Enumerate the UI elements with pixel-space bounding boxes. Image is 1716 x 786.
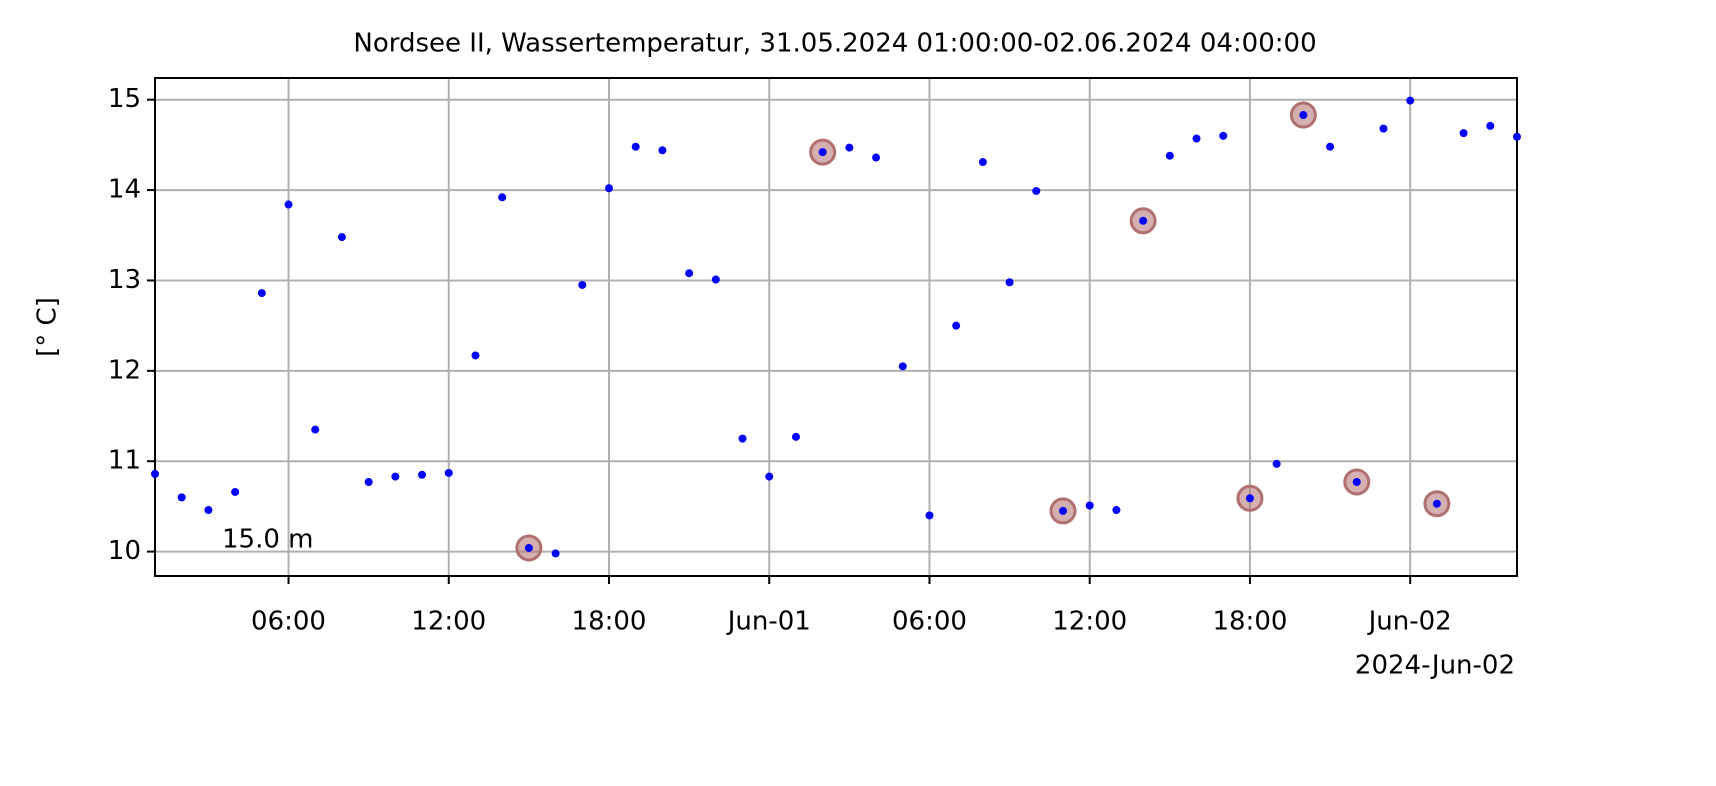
point [204, 506, 213, 515]
point [765, 472, 774, 481]
point [952, 321, 961, 330]
point [231, 487, 240, 496]
point [364, 478, 373, 487]
point [818, 148, 827, 157]
point [738, 434, 747, 443]
point [444, 468, 453, 477]
y-tick-label: 14 [108, 175, 141, 205]
point [1406, 96, 1415, 105]
x-tick-label: Jun-02 [1367, 607, 1452, 637]
point [1165, 151, 1174, 160]
point [1085, 501, 1094, 510]
point [551, 549, 560, 558]
point [471, 351, 480, 360]
point [925, 511, 934, 520]
x-tick-label: 12:00 [1052, 607, 1127, 637]
point [578, 280, 587, 289]
point [898, 362, 907, 371]
point [791, 432, 800, 441]
x-tick-label: 12:00 [411, 607, 486, 637]
y-tick-label: 15 [108, 84, 141, 114]
point [391, 472, 400, 481]
point [845, 143, 854, 152]
point [631, 142, 640, 151]
chart-title: Nordsee II, Wassertemperatur, 31.05.2024… [353, 29, 1316, 59]
plot-frame [154, 77, 1518, 577]
point [1379, 124, 1388, 133]
x-offset-label: 2024-Jun-02 [1355, 651, 1515, 681]
point [658, 146, 667, 155]
point [978, 158, 987, 167]
point [1326, 142, 1335, 151]
annotation: 15.0 m [222, 525, 313, 555]
point [1112, 506, 1121, 515]
x-tick-label: Jun-01 [726, 607, 811, 637]
point [685, 269, 694, 278]
point [1245, 494, 1254, 503]
point [498, 193, 507, 202]
point [1352, 478, 1361, 487]
point [284, 200, 293, 209]
point [605, 184, 613, 193]
point [151, 469, 159, 478]
point [1513, 132, 1521, 141]
point [177, 493, 186, 502]
point [1059, 506, 1067, 515]
y-tick-label: 10 [108, 536, 141, 566]
point [1459, 129, 1468, 138]
point [1272, 459, 1281, 468]
point [1005, 278, 1014, 287]
x-tick-label: 18:00 [572, 607, 647, 637]
point [418, 470, 427, 479]
point [1192, 134, 1201, 143]
y-tick-label: 13 [108, 265, 141, 295]
point [1486, 121, 1495, 130]
point [1299, 111, 1308, 120]
point [1139, 216, 1148, 225]
point [1032, 186, 1041, 195]
point [257, 289, 266, 298]
y-tick-label: 12 [108, 355, 141, 385]
point [311, 425, 320, 434]
y-tick-label: 11 [108, 446, 141, 476]
x-tick-label: 06:00 [892, 607, 967, 637]
point [524, 543, 533, 552]
point [337, 233, 346, 242]
point [1219, 131, 1228, 140]
point [872, 153, 881, 162]
y-axis-label: [° C] [33, 297, 63, 357]
point [711, 275, 720, 284]
x-tick-label: 18:00 [1212, 607, 1287, 637]
point [1432, 499, 1441, 508]
x-tick-label: 06:00 [251, 607, 326, 637]
